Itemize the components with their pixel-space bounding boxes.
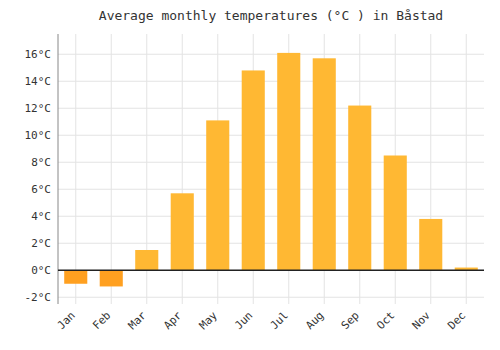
chart-container: Average monthly temperatures (°C ) in Bå… — [0, 0, 500, 350]
y-tick-label: 0°C — [31, 264, 51, 277]
chart-title: Average monthly temperatures (°C ) in Bå… — [99, 8, 443, 23]
x-tick-label: Jan — [55, 309, 78, 332]
bar — [171, 193, 194, 270]
y-grid-line — [58, 189, 484, 190]
bar — [100, 270, 123, 286]
y-grid-line — [58, 162, 484, 163]
x-tick-label: May — [197, 309, 221, 333]
y-tick-label: -2°C — [25, 291, 52, 304]
y-grid-line — [58, 297, 484, 298]
x-tick-label: Oct — [374, 309, 397, 332]
x-tick-label: Aug — [303, 309, 326, 332]
y-grid-line — [58, 54, 484, 55]
x-tick-label: Nov — [410, 309, 434, 333]
x-grid-line — [111, 34, 112, 304]
x-tick-label: Apr — [161, 309, 185, 333]
chart-svg: Average monthly temperatures (°C ) in Bå… — [0, 0, 500, 350]
bar — [384, 156, 407, 271]
bar — [313, 58, 336, 270]
bar — [135, 250, 158, 270]
x-grid-line — [466, 34, 467, 304]
bar — [64, 270, 87, 284]
y-tick-label: 10°C — [25, 129, 52, 142]
y-grid-line — [58, 135, 484, 136]
y-tick-label: 14°C — [25, 75, 52, 88]
y-grid-line — [58, 108, 484, 109]
bar — [348, 106, 371, 271]
y-tick-label: 8°C — [31, 156, 51, 169]
y-tick-label: 2°C — [31, 237, 51, 250]
baseline — [58, 270, 484, 272]
bar — [419, 219, 442, 270]
y-axis-line — [58, 34, 59, 304]
y-grid-line — [58, 270, 484, 271]
x-tick-label: Feb — [90, 309, 113, 332]
bar — [206, 120, 229, 270]
bar — [277, 53, 300, 270]
x-tick-label: Jul — [268, 309, 291, 332]
y-tick-label: 6°C — [31, 183, 51, 196]
x-tick-label: Jun — [232, 309, 255, 332]
x-tick-label: Sep — [339, 309, 362, 332]
x-tick-label: Mar — [126, 309, 150, 333]
y-tick-label: 16°C — [25, 48, 52, 61]
bars — [64, 53, 478, 287]
y-tick-label: 4°C — [31, 210, 51, 223]
y-grid-line — [58, 216, 484, 217]
x-tick-label: Dec — [445, 309, 468, 332]
y-tick-label: 12°C — [25, 102, 52, 115]
x-grid-line — [75, 34, 76, 304]
y-grid-line — [58, 81, 484, 82]
bar — [242, 70, 265, 270]
grid — [58, 34, 484, 304]
